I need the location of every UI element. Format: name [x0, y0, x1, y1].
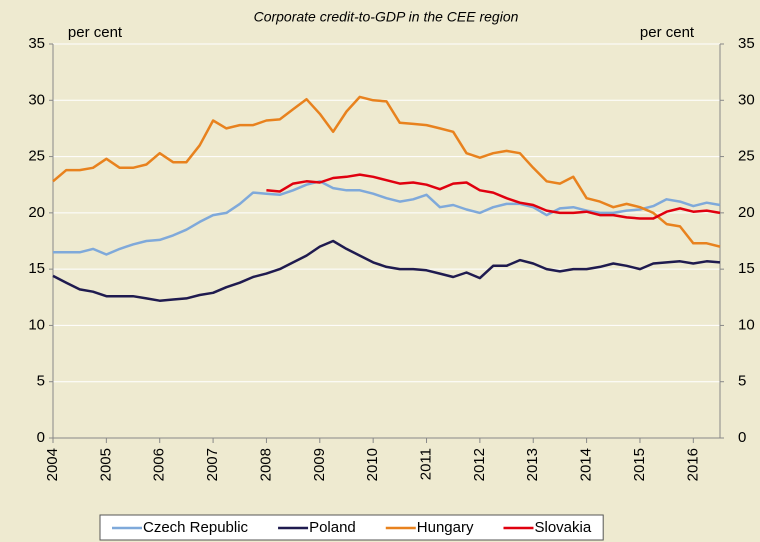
data-line — [53, 180, 721, 256]
x-tick-label: 2016 — [684, 448, 701, 481]
x-tick-label: 2012 — [471, 448, 488, 481]
y-tick-label: 20 — [28, 204, 45, 221]
data-line — [52, 95, 721, 248]
y2-tick-label: 15 — [738, 260, 755, 277]
y-tick-label: 15 — [28, 260, 45, 277]
data-line — [266, 173, 721, 220]
x-tick-label: 2006 — [151, 448, 168, 481]
x-tick-label: 2007 — [204, 448, 221, 481]
y-tick-label: 35 — [28, 35, 45, 52]
y-tick-label: 5 — [37, 373, 45, 390]
legend-label: Slovakia — [534, 519, 591, 536]
y2-tick-label: 10 — [738, 316, 755, 333]
y2-tick-label: 30 — [738, 91, 755, 108]
y-tick-label: 0 — [37, 429, 45, 446]
legend-label: Hungary — [417, 519, 474, 536]
x-tick-label: 2014 — [578, 448, 595, 481]
y2-tick-label: 35 — [738, 35, 755, 52]
data-line — [52, 239, 721, 302]
legend-label: Czech Republic — [143, 519, 249, 536]
x-tick-label: 2015 — [631, 448, 648, 481]
x-tick-label: 2009 — [311, 448, 328, 481]
y-axis-label: per cent — [68, 24, 123, 41]
y2-axis-label: per cent — [640, 24, 695, 41]
y2-tick-label: 0 — [738, 429, 746, 446]
chart-title: Corporate credit-to-GDP in the CEE regio… — [254, 9, 519, 25]
x-tick-label: 2008 — [257, 448, 274, 481]
x-tick-label: 2010 — [364, 448, 381, 481]
y-tick-label: 10 — [28, 316, 45, 333]
y-tick-label: 25 — [28, 148, 45, 165]
x-tick-label: 2004 — [44, 448, 61, 481]
legend-label: Poland — [309, 519, 356, 536]
x-tick-label: 2013 — [524, 448, 541, 481]
y2-tick-label: 25 — [738, 148, 755, 165]
x-tick-label: 2005 — [97, 448, 114, 481]
y-tick-label: 30 — [28, 91, 45, 108]
y2-tick-label: 20 — [738, 204, 755, 221]
y2-tick-label: 5 — [738, 373, 746, 390]
x-tick-label: 2011 — [417, 448, 434, 480]
